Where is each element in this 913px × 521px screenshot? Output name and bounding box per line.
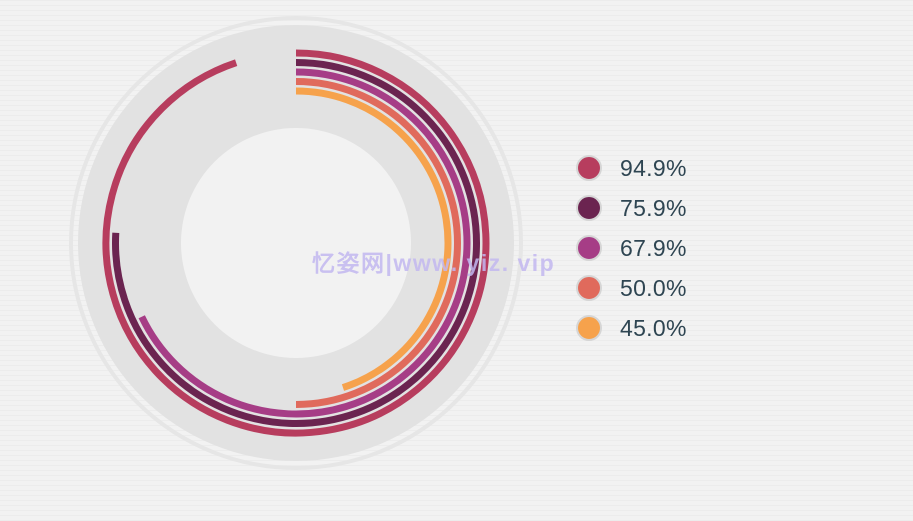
center-hole: [181, 128, 411, 358]
radial-bar-2: [138, 68, 471, 418]
legend-label: 45.0%: [620, 314, 687, 341]
radial-bar-3: [295, 78, 461, 408]
legend-swatch: [576, 195, 602, 221]
legend-item: 50.0%: [576, 268, 776, 308]
legend-item: 94.9%: [576, 148, 776, 188]
legend: 94.9% 75.9% 67.9% 50.0% 45.0%: [576, 148, 776, 348]
legend-swatch: [576, 315, 602, 341]
legend-item: 67.9%: [576, 228, 776, 268]
legend-item: 45.0%: [576, 308, 776, 348]
legend-swatch: [576, 235, 602, 261]
legend-label: 75.9%: [620, 194, 687, 221]
radial-bar-0: [102, 49, 490, 437]
legend-label: 50.0%: [620, 274, 687, 301]
radial-bar-1: [112, 59, 480, 427]
legend-swatch: [576, 155, 602, 181]
arc-group: [102, 49, 490, 437]
legend-swatch: [576, 275, 602, 301]
legend-item: 75.9%: [576, 188, 776, 228]
legend-label: 67.9%: [620, 234, 687, 261]
radial-bar-4: [295, 87, 452, 391]
outer-ring: [69, 16, 523, 470]
legend-label: 94.9%: [620, 154, 687, 181]
watermark: 忆姿网|www. yiz. vip: [312, 250, 556, 276]
